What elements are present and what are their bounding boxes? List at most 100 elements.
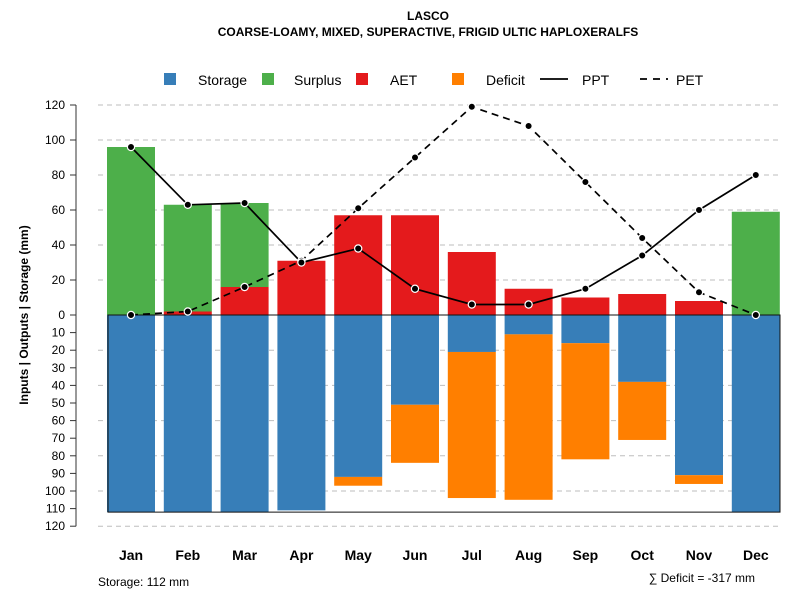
aet-bar [618, 294, 667, 315]
aet-bar [220, 287, 269, 315]
y-tick-label: 80 [52, 168, 66, 182]
surplus-bar [220, 203, 269, 287]
x-tick-label: Sep [573, 547, 599, 563]
y-tick-label: 70 [52, 431, 66, 445]
ppt-point [581, 284, 590, 293]
x-tick-label: May [345, 547, 372, 563]
y-tick-label: 50 [52, 396, 66, 410]
y-axis-label: Inputs | Outputs | Storage (mm) [17, 225, 31, 404]
storage-bar [731, 315, 780, 513]
storage-bar [391, 315, 439, 405]
x-tick-label: Jul [462, 547, 482, 563]
legend-label: PET [676, 72, 704, 88]
ppt-point [240, 198, 249, 208]
ppt-line [130, 146, 757, 306]
x-tick-label: Jan [119, 547, 143, 563]
legend-swatch [356, 73, 368, 85]
y-tick-label: 90 [52, 466, 66, 480]
legend-label: Surplus [294, 72, 341, 88]
x-tick-label: Jun [403, 547, 428, 563]
y-tick-label: 110 [46, 502, 65, 516]
deficit-bar [618, 381, 667, 440]
deficit-bar [504, 334, 553, 500]
legend: Storage Surplus AET Deficit PPT PET [164, 72, 704, 88]
x-tick-label: Apr [289, 547, 314, 563]
ppt-point [183, 200, 192, 209]
pet-point [126, 310, 136, 320]
pet-point [410, 153, 420, 162]
y-tick-label: 20 [52, 343, 66, 357]
legend-swatch [164, 73, 176, 85]
pet-point [354, 204, 363, 213]
pet-point [694, 288, 704, 297]
legend-label: PPT [582, 72, 610, 88]
storage-bar [675, 315, 723, 476]
legend-swatch [262, 73, 274, 85]
surplus-bar [163, 204, 212, 312]
pet-point [524, 121, 533, 131]
pet-point [240, 282, 249, 292]
storage-bar [561, 315, 610, 344]
x-tick-label: Oct [631, 547, 655, 563]
storage-bar [107, 315, 155, 513]
ppt-point [638, 251, 647, 260]
x-tick-label: Feb [175, 547, 200, 563]
surplus-bar [731, 211, 780, 315]
storage-bar [504, 315, 553, 335]
y-tick-label: 0 [58, 308, 65, 322]
ppt-point [410, 284, 420, 293]
y-tick-label: 30 [52, 361, 66, 375]
y-tick-label: 20 [52, 273, 66, 287]
chart-subtitle: COARSE-LOAMY, MIXED, SUPERACTIVE, FRIGID… [218, 25, 638, 39]
deficit-bar [447, 351, 496, 499]
pet-point [638, 233, 647, 243]
pet-point [751, 310, 761, 320]
ppt-point [467, 300, 476, 309]
bars [107, 147, 781, 513]
pet-line [130, 105, 757, 316]
aet-bar [277, 260, 326, 315]
pet-point [467, 102, 476, 111]
legend-swatch [452, 73, 464, 85]
y-tick-label: 80 [52, 449, 66, 463]
aet-bar [334, 215, 383, 315]
x-tick-label: Nov [686, 547, 713, 563]
x-tick-label: Mar [232, 547, 257, 563]
aet-bar [675, 301, 723, 315]
ppt-point [524, 300, 533, 309]
pet-point [581, 177, 590, 187]
y-tick-label: 100 [45, 484, 65, 498]
gridlines [98, 104, 782, 527]
ppt-point [126, 142, 136, 152]
deficit-bar [675, 475, 723, 484]
y-tick-label: 10 [52, 326, 66, 340]
legend-label: AET [390, 72, 418, 88]
aet-bar [391, 215, 439, 315]
y-tick-label: 40 [52, 238, 66, 252]
pet-point [183, 307, 192, 316]
y-tick-label: 60 [52, 414, 66, 428]
x-tick-label: Dec [743, 547, 769, 563]
deficit-bar [561, 343, 610, 460]
deficit-bar [334, 476, 383, 486]
storage-bar [163, 315, 212, 513]
storage-bar [447, 315, 496, 352]
ppt-point [354, 244, 363, 253]
ppt-point [694, 205, 704, 215]
lines [126, 102, 761, 320]
legend-label: Storage [198, 72, 247, 88]
y-tick-label: 40 [52, 378, 66, 392]
storage-bar [220, 315, 269, 513]
storage-bar [618, 315, 667, 382]
y-tick-label: 100 [45, 133, 65, 147]
aet-bar [561, 297, 610, 315]
y-tick-label: 60 [52, 203, 66, 217]
y-tick-label: 120 [45, 98, 65, 112]
ppt-point [297, 258, 306, 267]
surplus-bar [107, 147, 155, 315]
storage-footer: Storage: 112 mm [98, 575, 189, 589]
storage-bar [334, 315, 383, 477]
x-tick-label: Aug [515, 547, 542, 563]
ppt-point [751, 170, 761, 180]
